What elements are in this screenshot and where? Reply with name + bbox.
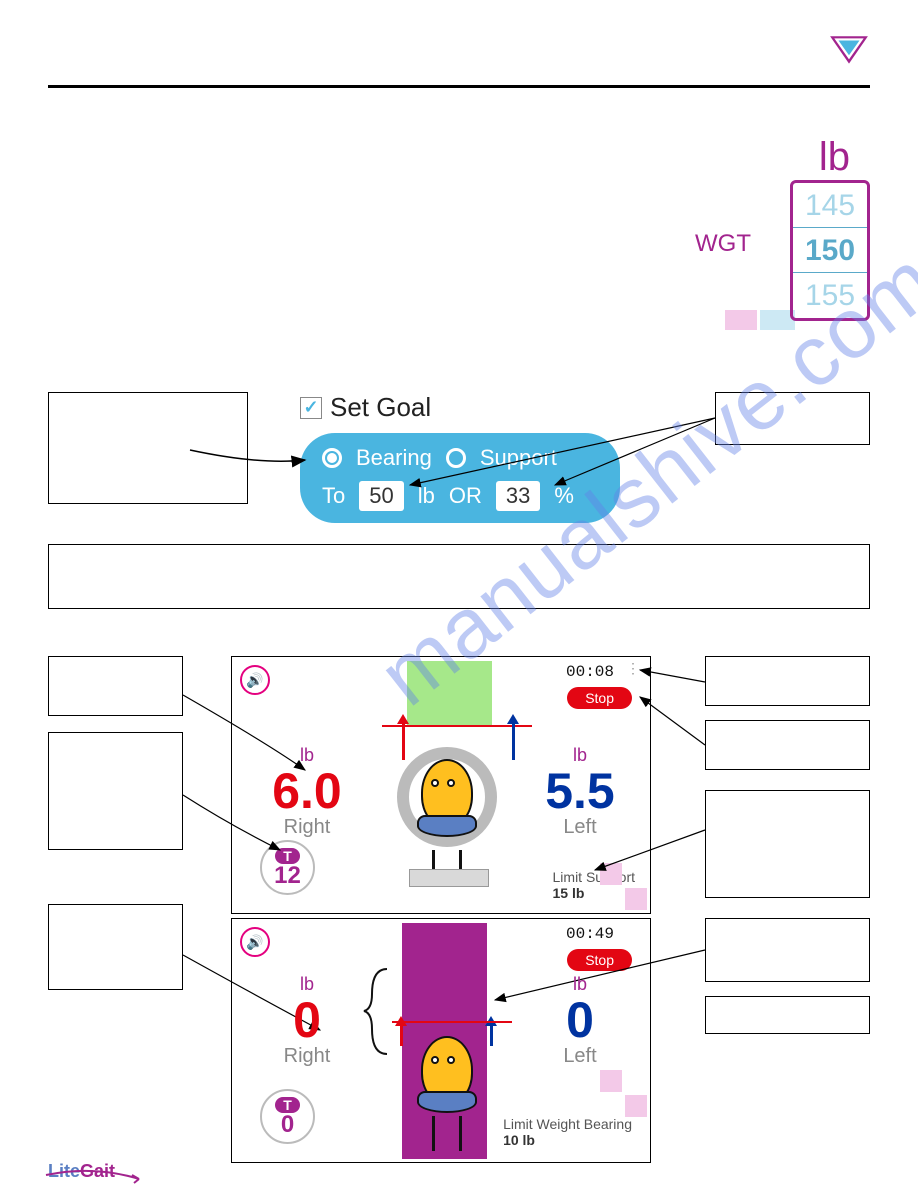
- goal-row-values: To 50 lb OR 33 %: [322, 481, 598, 511]
- goal-pct-unit: %: [554, 483, 574, 509]
- header-rule: [48, 85, 870, 88]
- panel-callout: [705, 656, 870, 706]
- left-label: Left: [525, 1045, 635, 1068]
- panel-callout: [705, 996, 870, 1034]
- limit-text: Limit Support 15 lb: [553, 869, 635, 901]
- footer-logo: LiteGait: [48, 1161, 115, 1182]
- callout-right-top: [715, 392, 870, 445]
- left-reading: lb 5.5 Left: [525, 745, 635, 839]
- bearing-radio[interactable]: [322, 448, 342, 468]
- pink-step: [600, 1070, 622, 1092]
- left-reading: lb 0 Left: [525, 974, 635, 1068]
- to-label: To: [322, 483, 345, 509]
- weight-unit: lb: [819, 135, 850, 180]
- right-reading: lb 6.0 Right: [252, 745, 362, 839]
- eye-icon: [447, 779, 455, 787]
- or-label: OR: [449, 483, 482, 509]
- weight-picker[interactable]: 145 150 155: [790, 180, 870, 321]
- goal-lb-value[interactable]: 50: [359, 481, 403, 511]
- goal-pct-value[interactable]: 33: [496, 481, 540, 511]
- limit-value: 10 lb: [503, 1132, 535, 1148]
- weight-label: WGT: [695, 230, 751, 258]
- bearing-label: Bearing: [356, 445, 432, 471]
- left-label: Left: [525, 816, 635, 839]
- limit-label: Limit Weight Bearing: [503, 1116, 632, 1132]
- limit-value: 15 lb: [553, 885, 585, 901]
- limit-text: Limit Weight Bearing 10 lb: [503, 1116, 632, 1148]
- panel-callout: [48, 904, 183, 990]
- left-value: 0: [525, 995, 635, 1045]
- biosensor-panel-2: 🔊 00:49 Stop lb 0 Right lb 0 Left T 0 Li…: [231, 918, 651, 1163]
- t-counter: T 0: [260, 1089, 315, 1144]
- set-goal-area: ✓ Set Goal Bearing Support To 50 lb OR 3…: [300, 392, 620, 523]
- set-goal-checkbox[interactable]: ✓: [300, 397, 322, 419]
- bracket-icon: [362, 964, 532, 1059]
- pink-square: [725, 310, 757, 330]
- audio-icon[interactable]: 🔊: [240, 665, 270, 695]
- panel-callout: [48, 732, 183, 850]
- left-value: 5.5: [525, 766, 635, 816]
- set-goal-checkbox-row: ✓ Set Goal: [300, 392, 620, 423]
- right-label: Right: [252, 816, 362, 839]
- scale-platform: [409, 869, 489, 887]
- goal-lb-unit: lb: [418, 483, 435, 509]
- picker-bg-squares: [725, 310, 795, 330]
- goal-pill: Bearing Support To 50 lb OR 33 %: [300, 433, 620, 523]
- support-radio[interactable]: [446, 448, 466, 468]
- right-value: 0: [252, 995, 362, 1045]
- pink-step: [625, 888, 647, 910]
- weight-option-prev[interactable]: 145: [793, 183, 867, 228]
- stop-button[interactable]: Stop: [567, 687, 632, 709]
- logo-swoosh-icon: [44, 1167, 144, 1187]
- character-stage: [387, 737, 507, 907]
- green-target-zone: [407, 661, 492, 726]
- panel-callout: [705, 790, 870, 898]
- eye-icon: [431, 779, 439, 787]
- callout-left-top: [48, 392, 248, 504]
- t-value: 0: [281, 1113, 294, 1137]
- biosensor-panel-1: 🔊 00:08 ⋮ Stop lb 6.0 Right lb 5.5 Left …: [231, 656, 651, 914]
- t-value: 12: [274, 864, 301, 888]
- character-pants: [417, 1091, 477, 1113]
- panel-callout: [48, 656, 183, 716]
- stop-button[interactable]: Stop: [567, 949, 632, 971]
- weight-option-next[interactable]: 155: [793, 273, 867, 318]
- left-arrow-indicator: [512, 722, 515, 760]
- character-leg: [459, 1116, 462, 1151]
- weight-option-selected[interactable]: 150: [793, 228, 867, 273]
- pink-step: [600, 863, 622, 885]
- panel-callout: [705, 918, 870, 982]
- timer: 00:49: [566, 925, 614, 943]
- menu-dots-icon[interactable]: ⋮: [626, 665, 640, 671]
- t-counter: T 12: [260, 840, 315, 895]
- panel-callout: [705, 720, 870, 770]
- callout-wide: [48, 544, 870, 609]
- set-goal-label: Set Goal: [330, 392, 431, 423]
- chevron-down-icon: [828, 30, 870, 72]
- right-reading: lb 0 Right: [252, 974, 362, 1068]
- support-label: Support: [480, 445, 557, 471]
- character-leg: [432, 1116, 435, 1151]
- limit-label: Limit Support: [553, 869, 635, 885]
- right-label: Right: [252, 1045, 362, 1068]
- timer: 00:08: [566, 663, 614, 681]
- pink-step: [625, 1095, 647, 1117]
- audio-icon[interactable]: 🔊: [240, 927, 270, 957]
- character-pants: [417, 815, 477, 837]
- goal-row-radios: Bearing Support: [322, 445, 598, 471]
- right-value: 6.0: [252, 766, 362, 816]
